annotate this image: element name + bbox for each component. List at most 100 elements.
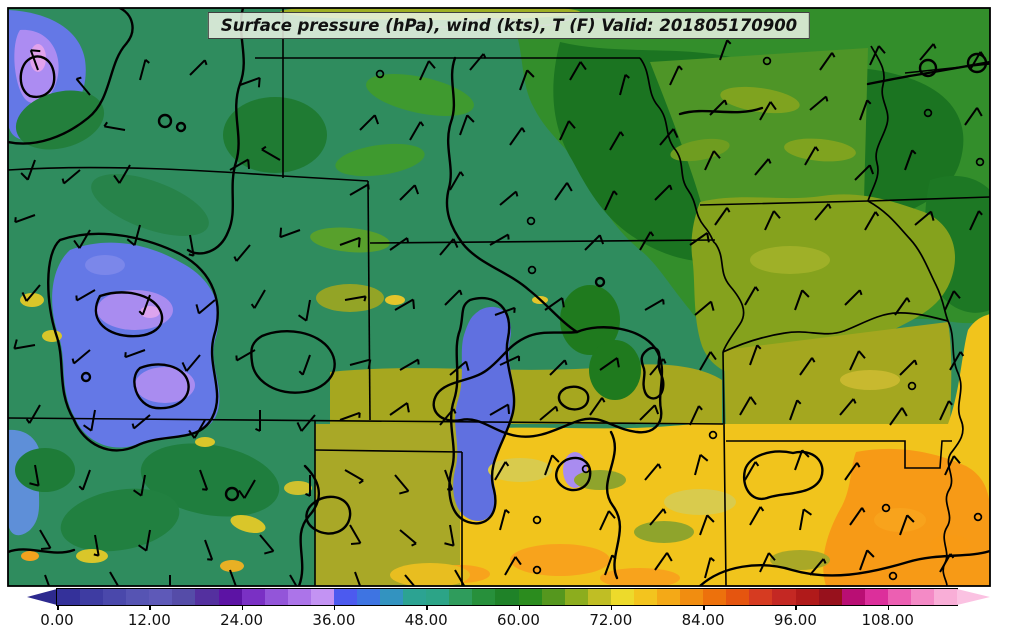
wind-barb xyxy=(255,410,261,432)
wind-barb xyxy=(138,294,151,316)
colorbar-segment xyxy=(680,589,704,605)
wind-barb xyxy=(233,244,251,262)
colorbar-segment xyxy=(264,589,288,605)
colorbar-segment xyxy=(818,589,842,605)
wind-barb xyxy=(639,404,660,421)
wind-barb xyxy=(644,298,665,311)
wind-barb xyxy=(969,210,983,231)
colorbar-tick-label: 48.00 xyxy=(404,611,448,629)
colorbar-segment xyxy=(610,589,634,605)
wind-barb xyxy=(126,224,141,247)
colorbar-segment xyxy=(241,589,265,605)
calm-wind-circle xyxy=(973,512,983,522)
colorbar-segment xyxy=(657,589,681,605)
calm-wind-circle xyxy=(975,157,985,167)
wind-barb xyxy=(539,405,559,421)
wind-barb xyxy=(849,507,866,526)
wind-barb xyxy=(749,506,765,526)
colorbar-segment xyxy=(195,589,219,605)
colorbar-segment xyxy=(795,589,819,605)
wind-barb xyxy=(489,233,510,246)
wind-barb xyxy=(744,286,760,306)
wind-barb xyxy=(889,407,908,426)
wind-barb xyxy=(349,358,372,370)
wind-barb xyxy=(604,554,617,576)
wind-barb xyxy=(29,464,40,487)
colorbar-tick-label: 12.00 xyxy=(127,611,171,629)
wind-barb xyxy=(689,405,703,426)
wind-barb xyxy=(519,69,535,91)
colorbar-bar xyxy=(27,588,990,606)
wind-barb xyxy=(749,344,762,366)
wind-barb xyxy=(644,463,662,481)
wind-barb xyxy=(549,359,568,376)
wind-barb xyxy=(279,227,301,239)
wind-barb xyxy=(394,474,410,495)
wind-barb xyxy=(404,574,416,586)
wind-barb xyxy=(459,114,475,136)
colorbar-segment xyxy=(495,589,519,605)
wind-barb xyxy=(235,349,256,362)
wind-barb xyxy=(339,236,361,248)
wind-barb xyxy=(509,127,526,146)
wind-barb xyxy=(61,169,81,185)
colorbar-segment xyxy=(310,589,334,605)
wind-barb xyxy=(494,461,510,481)
wind-barb xyxy=(914,210,935,226)
colorbar-right-arrow xyxy=(957,589,990,605)
wind-barb xyxy=(344,469,364,485)
wind-barb xyxy=(14,214,36,224)
wind-barb xyxy=(904,149,917,171)
colorbar-segment xyxy=(333,589,358,605)
wind-barb xyxy=(399,529,417,547)
wind-barb xyxy=(569,61,587,81)
wind-barb xyxy=(759,101,777,121)
wind-barb xyxy=(714,207,731,226)
wind-barb xyxy=(229,158,251,171)
colorbar-segment xyxy=(218,589,242,605)
wind-barb xyxy=(699,351,717,371)
colorbar-segment xyxy=(126,589,150,605)
wind-barb xyxy=(20,159,36,181)
wind-barb xyxy=(859,549,875,571)
wind-barb xyxy=(799,508,813,531)
wind-barb xyxy=(13,339,36,350)
wind-barb xyxy=(444,289,463,306)
wind-barb xyxy=(944,290,961,311)
wind-barb xyxy=(754,158,772,176)
wind-barb xyxy=(259,534,275,555)
colorbar-segment xyxy=(449,589,473,605)
wind-barb xyxy=(354,571,362,586)
wind-barb xyxy=(359,114,380,131)
wind-barb xyxy=(131,414,151,430)
wind-barb xyxy=(859,99,872,121)
colorbar-tick xyxy=(333,605,336,610)
wind-barb xyxy=(229,569,237,586)
wind-barb xyxy=(103,121,126,131)
wind-barb xyxy=(649,508,667,526)
wind-barb xyxy=(399,184,420,201)
wind-barb xyxy=(109,571,120,586)
wind-barb xyxy=(694,300,715,316)
wind-barb xyxy=(132,474,146,497)
wind-barb xyxy=(409,121,425,141)
wind-barb xyxy=(399,358,420,371)
wind-barb xyxy=(899,514,915,536)
wind-barb xyxy=(949,351,965,371)
wind-barb xyxy=(449,171,465,191)
wind-barb xyxy=(659,128,679,146)
colorbar-segment xyxy=(541,589,565,605)
wind-barb xyxy=(389,402,410,416)
colorbar: 0.00 12.00 24.00 36.00 48.00 60.00 72.00 84.00 9… xyxy=(0,586,1018,633)
wind-barb xyxy=(814,203,832,221)
wind-barb xyxy=(139,58,150,81)
calm-wind-circle xyxy=(888,571,898,581)
wind-barb xyxy=(709,99,728,116)
wind-barb xyxy=(75,76,91,96)
wind-barb xyxy=(25,404,41,424)
wind-barb xyxy=(199,469,209,491)
wind-barb xyxy=(238,479,256,499)
wind-barb xyxy=(944,455,961,476)
colorbar-segment xyxy=(357,589,381,605)
